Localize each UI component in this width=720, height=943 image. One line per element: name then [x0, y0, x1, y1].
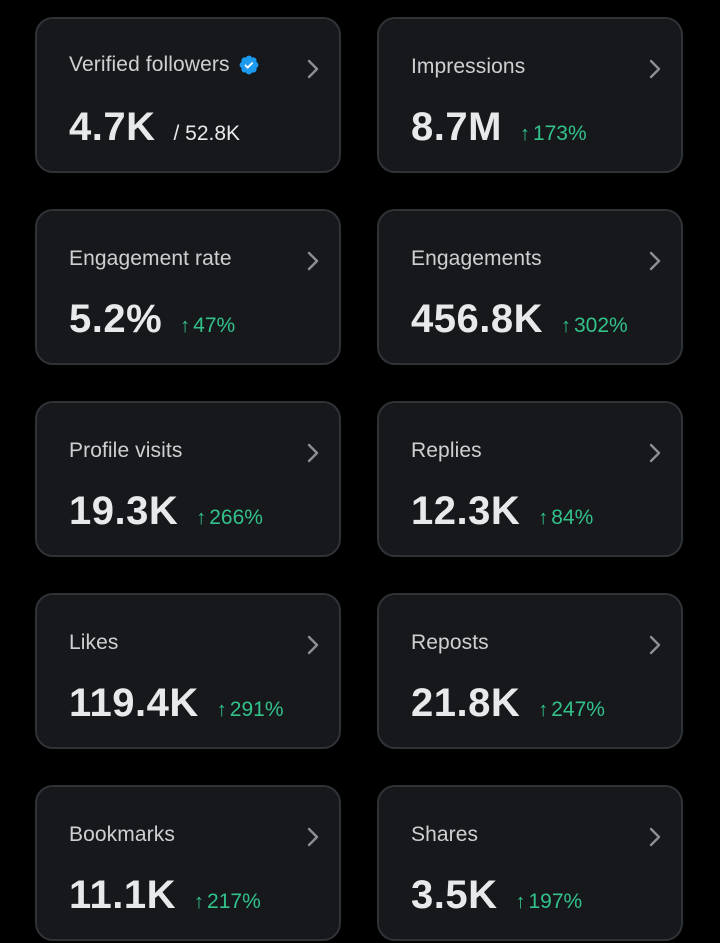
card-value-row: 119.4K ↑ 291% — [69, 681, 284, 726]
card-delta: ↑ 217% — [194, 890, 261, 914]
up-arrow-icon: ↑ — [538, 507, 549, 529]
chevron-right-icon — [307, 443, 319, 463]
card-shares[interactable]: Shares 3.5K ↑ 197% — [377, 785, 683, 941]
card-delta-value: 47% — [193, 314, 236, 337]
card-value-row: 456.8K ↑ 302% — [411, 297, 628, 342]
card-label: Reposts — [411, 631, 489, 654]
up-arrow-icon: ↑ — [216, 699, 227, 721]
up-arrow-icon: ↑ — [519, 123, 530, 145]
chevron-right-icon — [307, 827, 319, 847]
card-label: Shares — [411, 823, 479, 846]
card-engagement-rate[interactable]: Engagement rate 5.2% ↑ 47% — [35, 209, 341, 365]
verified-badge-icon — [239, 55, 258, 75]
chevron-right-icon — [307, 59, 319, 79]
card-replies[interactable]: Replies 12.3K ↑ 84% — [377, 401, 683, 557]
card-label: Profile visits — [69, 439, 183, 462]
card-delta: ↑ 302% — [561, 314, 628, 338]
up-arrow-icon: ↑ — [196, 507, 207, 529]
card-label: Impressions — [411, 55, 526, 78]
card-engagements[interactable]: Engagements 456.8K ↑ 302% — [377, 209, 683, 365]
card-label: Replies — [411, 439, 482, 462]
card-value: 21.8K — [411, 681, 521, 725]
card-total: / 52.8K — [173, 122, 241, 145]
card-value-row: 4.7K / 52.8K — [69, 105, 240, 150]
card-delta-value: 247% — [551, 698, 605, 721]
chevron-right-icon — [649, 827, 661, 847]
card-label-row: Verified followers — [69, 53, 260, 77]
up-arrow-icon: ↑ — [515, 891, 526, 913]
card-delta-value: 197% — [528, 890, 583, 913]
card-delta: ↑ 84% — [538, 506, 593, 530]
card-delta-value: 84% — [551, 506, 594, 529]
card-label: Verified followers — [69, 53, 230, 76]
card-likes[interactable]: Likes 119.4K ↑ 291% — [35, 593, 341, 749]
card-value: 456.8K — [411, 297, 543, 341]
card-value: 4.7K — [69, 105, 156, 149]
card-reposts[interactable]: Reposts 21.8K ↑ 247% — [377, 593, 683, 749]
card-value-row: 21.8K ↑ 247% — [411, 681, 605, 726]
card-value: 19.3K — [69, 489, 179, 533]
card-impressions[interactable]: Impressions 8.7M ↑ 173% — [377, 17, 683, 173]
card-profile-visits[interactable]: Profile visits 19.3K ↑ 266% — [35, 401, 341, 557]
chevron-right-icon — [307, 635, 319, 655]
card-value: 3.5K — [411, 873, 498, 917]
card-value: 12.3K — [411, 489, 521, 533]
card-delta: ↑ 291% — [217, 698, 284, 722]
card-label: Bookmarks — [69, 823, 175, 846]
card-label: Engagement rate — [69, 247, 232, 270]
card-delta: ↑ 266% — [196, 506, 263, 530]
up-arrow-icon: ↑ — [194, 891, 205, 913]
card-bookmarks[interactable]: Bookmarks 11.1K ↑ 217% — [35, 785, 341, 941]
chevron-right-icon — [649, 443, 661, 463]
card-value-row: 19.3K ↑ 266% — [69, 489, 263, 534]
card-value-row: 8.7M ↑ 173% — [411, 105, 587, 150]
card-delta-value: 291% — [229, 698, 284, 721]
up-arrow-icon: ↑ — [538, 699, 549, 721]
card-delta: ↑ 197% — [516, 890, 583, 914]
card-label: Likes — [69, 631, 119, 654]
card-delta-value: 302% — [573, 314, 628, 337]
chevron-right-icon — [649, 59, 661, 79]
card-verified-followers[interactable]: Verified followers 4.7K / 52.8K — [35, 17, 341, 173]
card-label: Engagements — [411, 247, 542, 270]
chevron-right-icon — [307, 251, 319, 271]
chevron-right-icon — [649, 251, 661, 271]
card-delta: ↑ 47% — [180, 314, 235, 338]
card-delta-value: 173% — [532, 122, 587, 145]
card-delta: ↑ 247% — [538, 698, 605, 722]
card-value: 119.4K — [69, 681, 199, 725]
card-delta-value: 266% — [209, 506, 263, 529]
card-value: 8.7M — [411, 105, 502, 149]
card-value-row: 12.3K ↑ 84% — [411, 489, 593, 534]
up-arrow-icon: ↑ — [560, 315, 571, 337]
chevron-right-icon — [649, 635, 661, 655]
card-value: 11.1K — [69, 873, 177, 917]
card-delta: ↑ 173% — [520, 122, 587, 146]
up-arrow-icon: ↑ — [180, 315, 191, 337]
card-value: 5.2% — [69, 297, 163, 341]
card-value-row: 11.1K ↑ 217% — [69, 873, 261, 918]
card-value-row: 3.5K ↑ 197% — [411, 873, 582, 918]
card-delta-value: 217% — [207, 890, 261, 913]
card-value-row: 5.2% ↑ 47% — [69, 297, 235, 342]
